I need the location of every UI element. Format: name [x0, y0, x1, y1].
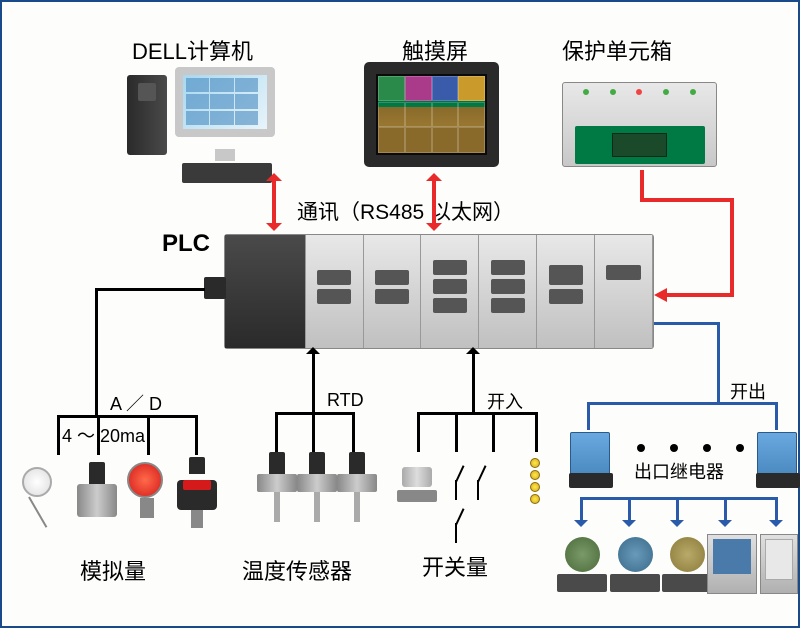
rtd-label: RTD: [327, 390, 364, 411]
pump-1: [557, 537, 607, 592]
line-ad-down: [95, 288, 98, 418]
touchscreen-device: [364, 62, 499, 167]
dot-4: [736, 444, 744, 452]
line-dout-down: [717, 322, 720, 402]
ah-eq-5: [769, 520, 783, 534]
digital-out-label: 开出: [730, 378, 766, 404]
plc-connector: [204, 277, 226, 299]
ah-eq-1: [574, 520, 588, 534]
line-rtd-b3: [352, 412, 355, 452]
line-din-b3: [492, 412, 495, 452]
switch-qty-label: 开关量: [422, 550, 488, 582]
relay-1: [570, 432, 610, 477]
pump-2: [610, 537, 660, 592]
line-din-b4: [535, 412, 538, 452]
arrow-computer-plc: [272, 177, 276, 227]
arrow-eq-2: [628, 497, 631, 522]
line-rtd-up: [312, 352, 315, 412]
line-plc-ad: [95, 288, 205, 291]
sensor-proximity: [77, 462, 117, 517]
rtd-sensor-2: [297, 452, 337, 507]
line-rtd-b1: [275, 412, 278, 452]
switch-symbols: [447, 462, 507, 517]
signal-range-label: 4 ～ 20ma: [62, 422, 145, 448]
relay-2: [757, 432, 797, 477]
analog-label: 模拟量: [80, 554, 146, 586]
arrow-rtd: [306, 340, 320, 354]
temp-sensor-label: 温度传感器: [242, 554, 352, 586]
pump-3: [662, 537, 712, 592]
line-dout-b5: [775, 402, 778, 430]
line-ad-b3: [147, 415, 150, 455]
line-rtd-branch: [275, 412, 355, 415]
cabinet-2: [760, 534, 798, 594]
line-din-b2: [455, 412, 458, 452]
line-ad-b1: [57, 415, 60, 455]
sensor-pressure-2: [127, 462, 167, 517]
arrow-eq-5: [775, 497, 778, 522]
plc-device: [224, 234, 654, 349]
communication-label: 通讯（RS485 以太网）: [297, 196, 514, 226]
line-din-up: [472, 352, 475, 412]
cabinet-1: [707, 534, 757, 594]
protection-unit-device: [562, 82, 717, 167]
protection-unit-label: 保护单元箱: [562, 34, 672, 66]
ah-eq-4: [718, 520, 732, 534]
ah-eq-2: [622, 520, 636, 534]
rtd-sensor-1: [257, 452, 297, 507]
ah-eq-3: [670, 520, 684, 534]
dot-3: [703, 444, 711, 452]
line-ad-b4: [195, 415, 198, 455]
line-rtd-b2: [312, 412, 315, 452]
arrow-touchscreen-plc: [432, 177, 436, 227]
arrow-eq-3: [676, 497, 679, 522]
arrow-eq-1: [580, 497, 583, 522]
computer-label: DELL计算机: [132, 34, 253, 66]
line-dout-b1: [587, 402, 590, 430]
ad-label: A ／ D: [110, 390, 162, 416]
digital-in-label: 开入: [487, 388, 523, 414]
sensor-pressure-1: [22, 467, 62, 522]
sensor-transmitter: [177, 457, 217, 512]
dot-2: [670, 444, 678, 452]
plc-label: PLC: [162, 230, 210, 258]
line-dout-from-plc: [654, 322, 719, 325]
led-indicators: [530, 456, 540, 506]
line-din-b1: [417, 412, 420, 452]
switch-device: [397, 467, 437, 502]
dot-1: [637, 444, 645, 452]
line-eq-branch: [580, 497, 778, 500]
rtd-sensor-3: [337, 452, 377, 507]
output-relay-label: 出口继电器: [634, 458, 724, 484]
arrow-eq-4: [724, 497, 727, 522]
arrow-din: [466, 340, 480, 354]
